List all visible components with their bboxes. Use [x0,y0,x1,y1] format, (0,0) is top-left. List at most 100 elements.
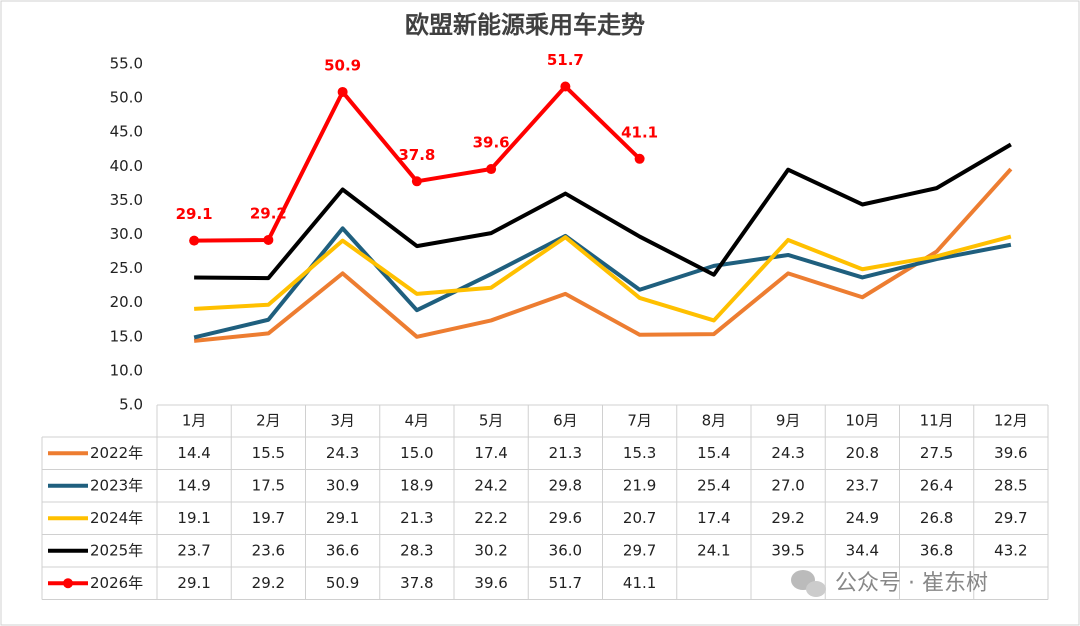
table-cell: 28.5 [994,476,1027,494]
data-label: 51.7 [547,51,584,69]
legend-marker [63,578,73,589]
data-label: 29.1 [176,205,213,223]
y-tick-label: 50.0 [110,89,143,107]
x-tick-label: 5月 [479,412,504,430]
table-cell: 43.2 [994,541,1027,559]
x-tick-label: 6月 [553,412,578,430]
series-line [193,226,1012,340]
watermark-icon [791,570,826,597]
table-cell: 36.6 [326,541,359,559]
table-cell: 24.2 [474,476,507,494]
table-cell: 29.2 [252,574,285,592]
x-tick-label: 12月 [994,412,1028,430]
legend-label: 2025年 [90,541,143,559]
point-marker [486,164,497,175]
data-label: 50.9 [324,56,361,74]
point-marker [411,176,422,187]
table-cell: 25.4 [697,476,730,494]
y-tick-label: 15.0 [110,327,143,345]
table-cell: 29.6 [549,509,582,527]
table-cell: 29.2 [771,509,804,527]
table-cell: 14.4 [177,444,210,462]
table-cell: 14.9 [177,476,210,494]
table-cell: 22.2 [474,509,507,527]
table-cell: 23.7 [846,476,879,494]
series-line [194,234,1012,323]
x-tick-label: 3月 [330,412,355,430]
y-tick-label: 10.0 [110,361,143,379]
data-label: 29.2 [250,204,287,222]
table-cell: 18.9 [400,476,433,494]
table-cell: 20.7 [623,509,656,527]
x-tick-label: 9月 [776,412,801,430]
y-tick-label: 20.0 [110,293,143,311]
y-tick-label: 25.0 [110,259,143,277]
x-tick-label: 4月 [405,412,430,430]
data-label: 37.8 [398,146,435,164]
table-cell: 15.0 [400,444,433,462]
table-cell: 39.6 [474,574,507,592]
table-cell: 39.5 [771,541,804,559]
series-line [193,167,1013,343]
table-cell: 24.3 [326,444,359,462]
y-tick-label: 45.0 [110,123,143,141]
table-cell: 34.4 [846,541,879,559]
table-cell: 29.7 [994,509,1027,527]
table-cell: 41.1 [623,574,656,592]
chart-title: 欧盟新能源乘用车走势 [405,11,645,39]
table-cell: 36.8 [920,541,953,559]
table-cell: 50.9 [326,574,359,592]
table-cell: 21.3 [400,509,433,527]
table-cell: 24.3 [771,444,804,462]
table-cell: 39.6 [994,444,1027,462]
table-cell: 36.0 [549,541,582,559]
table-cell: 24.9 [846,509,879,527]
table-cell: 23.7 [177,541,210,559]
table-cell: 15.4 [697,444,730,462]
table-cell: 28.3 [400,541,433,559]
table-cell: 27.5 [920,444,953,462]
table-cell: 21.3 [549,444,582,462]
x-tick-label: 11月 [920,412,954,430]
table-cell: 17.4 [474,444,507,462]
table-cell: 15.5 [252,444,285,462]
x-tick-label: 2月 [256,412,281,430]
x-tick-label: 7月 [627,412,652,430]
table-cell: 27.0 [771,476,804,494]
table-cell: 29.7 [623,541,656,559]
table-cell: 29.1 [177,574,210,592]
y-tick-label: 40.0 [110,157,143,175]
point-marker [189,235,200,246]
table-cell: 37.8 [400,574,433,592]
legend-label: 2023年 [90,476,143,494]
table-cell: 21.9 [623,476,656,494]
table-cell: 19.7 [252,509,285,527]
y-tick-label: 55.0 [110,55,143,73]
point-marker [634,153,645,164]
legend-label: 2022年 [90,444,143,462]
table-cell: 29.1 [326,509,359,527]
table-cell: 23.6 [252,541,285,559]
data-label: 39.6 [473,134,510,152]
y-tick-label: 5.0 [119,396,143,414]
y-tick-label: 30.0 [110,225,143,243]
x-tick-label: 8月 [702,412,727,430]
legend-label: 2024年 [90,509,143,527]
table-cell: 17.5 [252,476,285,494]
table-cell: 17.4 [697,509,730,527]
data-label: 41.1 [621,123,658,141]
table-cell: 26.4 [920,476,953,494]
x-tick-label: 10月 [845,412,879,430]
y-tick-label: 35.0 [110,191,143,209]
table-cell: 26.8 [920,509,953,527]
table-cell: 51.7 [549,574,582,592]
table-cell: 19.1 [177,509,210,527]
table-cell: 24.1 [697,541,730,559]
x-tick-label: 1月 [182,412,207,430]
legend-label: 2026年 [90,574,143,592]
point-marker [560,81,571,92]
table-cell: 29.8 [549,476,582,494]
table-cell: 30.2 [474,541,507,559]
